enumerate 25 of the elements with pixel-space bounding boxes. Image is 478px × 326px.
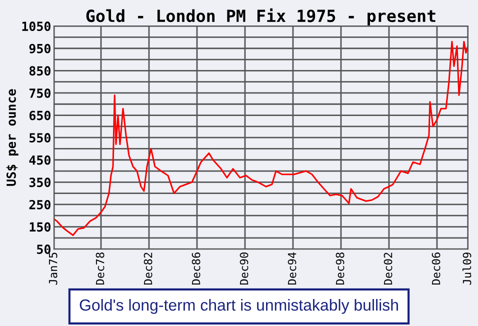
x-tick-label: Dec78 <box>96 252 104 285</box>
line-series <box>54 40 468 236</box>
y-tick-label: 950 <box>29 44 50 54</box>
x-tick-label: Dec86 <box>192 252 200 285</box>
y-axis-title: US$ per ounce <box>6 89 18 186</box>
y-tick-label: 50 <box>37 244 50 254</box>
y-tick-label: 650 <box>29 110 50 120</box>
text: Gold's long-term chart is unmistakably bullish <box>80 298 398 314</box>
x-tick-label: Dec94 <box>288 252 296 285</box>
y-tick-label: 250 <box>29 200 50 210</box>
x-tick-label: Dec98 <box>336 252 344 285</box>
x-tick-label: Jan75 <box>49 252 58 285</box>
y-tick-label: 750 <box>29 88 50 98</box>
y-tick-label: 150 <box>30 222 50 232</box>
y-tick-label: 450 <box>29 155 50 165</box>
chart-title: Gold - London PM Fix 1975 - present <box>86 8 436 26</box>
x-tick-label: Dec90 <box>240 252 248 285</box>
y-tick-label: 1050 <box>22 22 50 32</box>
y-tick-label: 350 <box>29 178 50 188</box>
x-tick-label: Dec02 <box>384 252 392 285</box>
y-tick-label: 550 <box>30 133 50 142</box>
y-tick-label: 850 <box>29 66 50 76</box>
x-tick-label: Jul09 <box>462 252 472 285</box>
x-tick-label: Dec82 <box>144 252 152 285</box>
x-tick-label: Dec06 <box>432 252 440 285</box>
